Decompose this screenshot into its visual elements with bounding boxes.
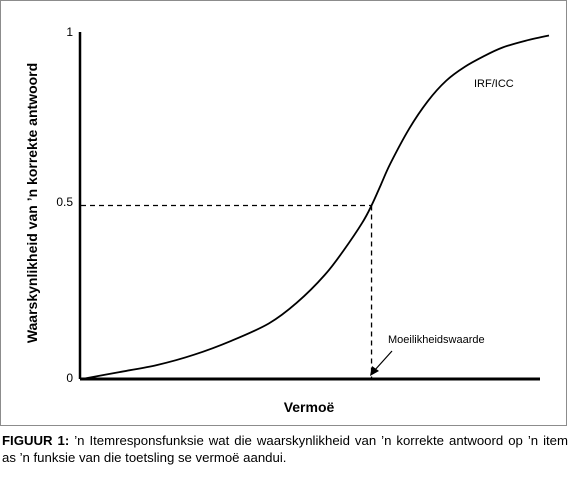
difficulty-arrow <box>373 350 393 372</box>
x-axis-title: Vermoë <box>284 399 335 415</box>
y-axis-title: Waarskynlikheid van ’n korrekte antwoord <box>24 63 40 343</box>
curve-label: IRF/ICC <box>474 78 514 90</box>
difficulty-arrowhead <box>370 366 379 376</box>
irf-chart: 0 0.5 1 Waarskynlikheid van ’n korrekte … <box>24 25 550 415</box>
difficulty-label: Moeilikheidswaarde <box>388 334 485 346</box>
y-tick-label-0.5: 0.5 <box>56 195 73 209</box>
figure-caption: FIGUUR 1: ’n Itemresponsfunksie wat die … <box>2 432 568 466</box>
caption-lead: FIGUUR 1: <box>2 433 70 448</box>
y-tick-label-1: 1 <box>66 25 73 39</box>
figure-frame <box>0 0 567 426</box>
caption-text: ’n Itemresponsfunksie wat die waarskynli… <box>2 433 569 465</box>
y-tick-label-0: 0 <box>66 371 73 385</box>
irf-curve <box>81 34 550 380</box>
